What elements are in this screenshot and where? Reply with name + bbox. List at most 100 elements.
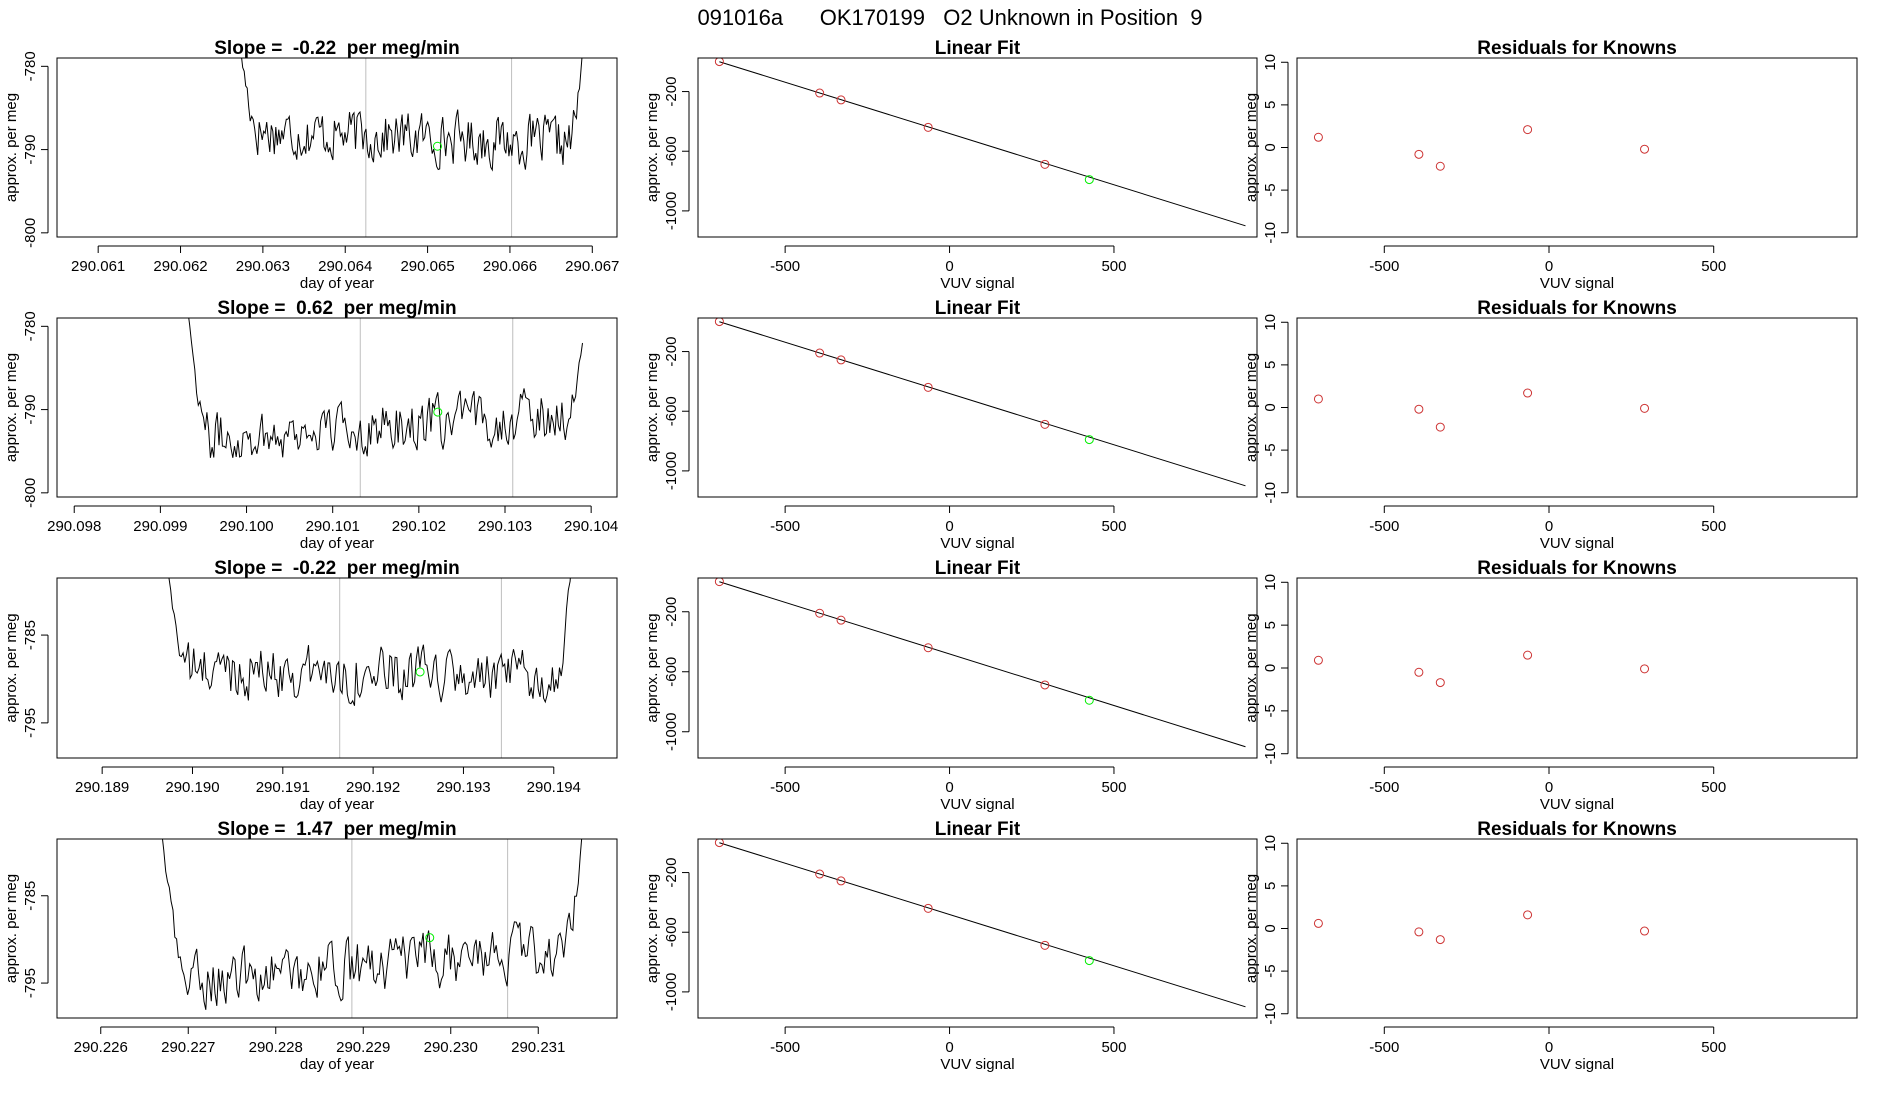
mean-point <box>432 141 442 151</box>
plot-area <box>714 839 1246 1008</box>
plot-frame <box>697 317 1258 498</box>
chart-title: Residuals for Knowns <box>1477 819 1677 840</box>
known-point-1 <box>714 58 724 67</box>
chart-panel-3: 290.189 290.190 290.191 290.192 290.193 290.1… <box>3 558 618 813</box>
known-point-3 <box>836 615 846 625</box>
x-tick-label: 290.229 <box>336 1039 390 1056</box>
x-tick-label: -500 <box>770 518 800 535</box>
x-tick-label: -500 <box>1369 258 1399 275</box>
x-axis: -500 0 500 VUV signal <box>770 1026 1126 1073</box>
known-point-1 <box>714 318 724 327</box>
residual-point-5 <box>1640 144 1650 154</box>
y-axis-label: approx. per meg <box>644 874 661 983</box>
y-axis-label: approx. per meg <box>1243 93 1260 202</box>
x-tick-label: 290.190 <box>165 779 219 796</box>
y-tick-label: -1000 <box>663 452 680 490</box>
plot-frame <box>56 317 618 498</box>
y-tick-label: 5 <box>1262 882 1279 890</box>
y-tick-label: -800 <box>22 218 39 248</box>
x-tick-label: 0 <box>945 1039 953 1056</box>
known-point-2 <box>815 348 825 358</box>
plot-frame <box>697 577 1258 759</box>
residual-point-3 <box>1435 678 1445 688</box>
chart-title: Residuals for Knowns <box>1477 558 1677 579</box>
x-tick-label: 290.064 <box>318 258 372 275</box>
y-tick-label: 0 <box>1262 664 1279 672</box>
y-tick-label: -795 <box>22 968 39 998</box>
chart-panel-4: 290.226 290.227 290.228 290.229 290.230 290.2… <box>3 819 618 1073</box>
x-axis-label: VUV signal <box>940 535 1014 552</box>
known-point-5 <box>1040 680 1050 690</box>
x-axis: 290.061 290.062 290.063 290.064 290.065 290.0… <box>71 245 619 292</box>
x-tick-label: 290.194 <box>527 779 581 796</box>
x-tick-label: 290.231 <box>511 1039 565 1056</box>
plot-frame <box>1296 317 1858 498</box>
plot-frame <box>1296 577 1858 759</box>
residual-point-2 <box>1414 149 1424 159</box>
chart-title: Linear Fit <box>935 819 1021 840</box>
plot-frame <box>56 577 618 759</box>
y-axis-label: approx. per meg <box>644 613 661 722</box>
x-tick-label: 290.228 <box>249 1039 303 1056</box>
x-tick-label: -500 <box>1369 518 1399 535</box>
plot-frame <box>697 838 1258 1019</box>
residual-point-4 <box>1523 125 1533 135</box>
known-point-2 <box>815 608 825 618</box>
x-tick-label: 500 <box>1101 1039 1126 1056</box>
y-axis-label: approx. per meg <box>644 353 661 462</box>
plot-frame <box>56 57 618 238</box>
x-axis-label: VUV signal <box>1540 796 1614 813</box>
y-tick-label: -5 <box>1262 183 1279 196</box>
y-axis: -10 -5 0 5 10 approx. per meg <box>1243 835 1289 1025</box>
x-tick-label: -500 <box>770 779 800 796</box>
x-tick-label: -500 <box>770 258 800 275</box>
y-tick-label: 10 <box>1262 835 1279 852</box>
plot-frame <box>697 57 1258 238</box>
x-tick-label: 290.098 <box>47 518 101 535</box>
residual-point-3 <box>1435 422 1445 432</box>
residual-point-2 <box>1414 667 1424 677</box>
x-tick-label: 500 <box>1101 258 1126 275</box>
chart-title: Slope = 1.47 per meg/min <box>217 819 456 840</box>
x-tick-label: 500 <box>1701 258 1726 275</box>
y-tick-label: -10 <box>1262 1003 1279 1025</box>
chart-title: Slope = -0.22 per meg/min <box>214 558 460 579</box>
x-tick-label: 290.191 <box>256 779 310 796</box>
signal-trace <box>168 578 571 706</box>
y-tick-label: 5 <box>1262 621 1279 629</box>
x-axis-label: VUV signal <box>940 796 1014 813</box>
chart-title: Residuals for Knowns <box>1477 298 1677 319</box>
y-tick-label: -800 <box>22 478 39 508</box>
known-point-4 <box>923 122 933 132</box>
unknown-point <box>1084 695 1094 705</box>
known-point-1 <box>714 578 724 587</box>
x-axis-label: VUV signal <box>1540 535 1614 552</box>
plot-area <box>1313 125 1650 171</box>
fit-line <box>719 321 1246 487</box>
plot-area <box>168 578 571 758</box>
y-axis-label: approx. per meg <box>644 93 661 202</box>
y-tick-label: -5 <box>1262 704 1279 717</box>
x-tick-label: 500 <box>1701 779 1726 796</box>
residual-point-1 <box>1313 918 1323 928</box>
x-tick-label: -500 <box>770 1039 800 1056</box>
x-axis-label: day of year <box>300 275 374 292</box>
x-tick-label: 290.067 <box>565 258 619 275</box>
known-point-4 <box>923 643 933 653</box>
x-axis: 290.226 290.227 290.228 290.229 290.230 290.2… <box>74 1026 565 1073</box>
x-tick-label: 290.100 <box>219 518 273 535</box>
chart-panel-9: -500 0 500 VUV signal -10 -5 0 5 10 approx. per m… <box>1243 38 1858 292</box>
x-axis-label: day of year <box>300 796 374 813</box>
x-tick-label: 500 <box>1101 779 1126 796</box>
y-tick-label: -10 <box>1262 482 1279 504</box>
plot-area <box>714 578 1246 748</box>
y-tick-label: -1000 <box>663 192 680 230</box>
y-tick-label: -5 <box>1262 443 1279 456</box>
plot-frame <box>1296 57 1858 238</box>
unknown-point <box>1084 175 1094 185</box>
